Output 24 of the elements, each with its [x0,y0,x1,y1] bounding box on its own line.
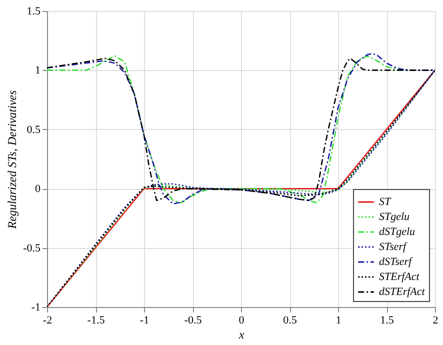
x-axis-title: x [238,328,245,342]
y-tick-label: -0.5 [23,242,41,254]
x-tick-label: -1 [140,314,150,326]
y-tick-label: 0.5 [26,124,41,136]
x-tick-label: -0.5 [184,314,202,326]
legend-label: STErfAct [379,271,420,283]
y-tick-label: 1 [35,64,40,77]
x-tick-label: 1 [336,314,342,326]
y-tick-label: 0 [35,183,41,196]
x-tick-label: 2 [432,314,438,326]
x-tick-label: 0 [238,314,245,326]
y-tick-label: 1.5 [26,6,41,18]
legend-label: dSTserf [379,256,414,268]
legend-label: dSTgelu [379,226,416,238]
legend-label: STserf [379,241,408,253]
x-tick-label: 1.5 [380,314,394,326]
legend-label: ST [379,196,392,208]
legend-label: dSTErfAct [379,286,426,298]
x-tick-label: 0.5 [283,314,298,326]
legend-label: STgelu [379,211,410,223]
y-tick-label: -1 [31,302,40,314]
x-tick-label: -1.5 [87,314,106,326]
x-tick-label: -2 [42,314,52,326]
y-axis-title: Regularized STs, Derivatives [5,90,20,230]
